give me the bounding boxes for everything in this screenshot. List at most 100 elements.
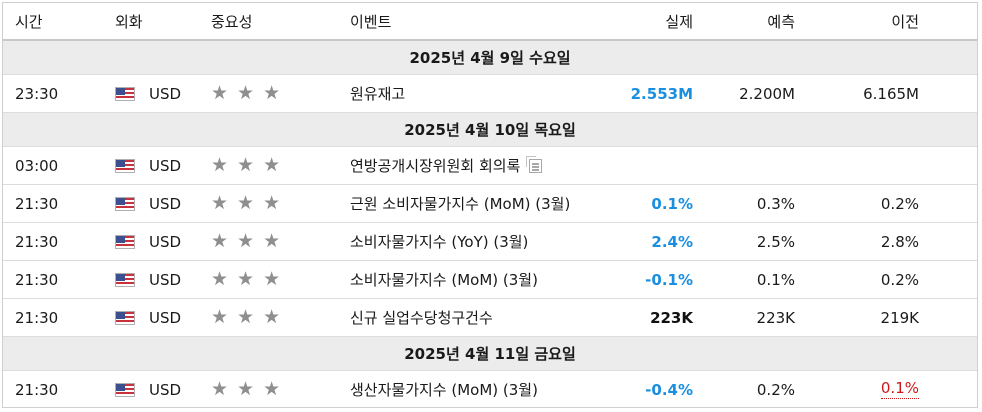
star-icon: ★ xyxy=(237,154,255,176)
event-currency: USD xyxy=(115,261,181,298)
day-label: 2025년 4월 9일 수요일 xyxy=(409,49,571,67)
event-forecast: 0.3% xyxy=(756,194,795,213)
event-name[interactable]: 소비자물가지수 (YoY) (3월) xyxy=(350,223,528,260)
us-flag-icon xyxy=(115,86,135,101)
event-name[interactable]: 연방공개시장위원회 회의록 xyxy=(350,147,543,184)
event-row[interactable]: 21:30 USD ★ ★ ★ 소비자물가지수 (MoM) (3월) -0.1% 0.1% 0.… xyxy=(3,261,977,299)
event-actual: -0.4% xyxy=(645,380,693,399)
day-separator-row: 2025년 4월 9일 수요일 xyxy=(3,41,977,75)
event-time: 21:30 xyxy=(15,308,59,327)
star-icon: ★ xyxy=(211,230,229,252)
event-currency: USD xyxy=(115,371,182,407)
day-label: 2025년 4월 11일 금요일 xyxy=(404,345,576,363)
event-name-text[interactable]: 근원 소비자물가지수 (MoM) (3월) xyxy=(350,195,571,213)
event-name[interactable]: 생산자물가지수 (MoM) (3월) xyxy=(350,371,538,407)
currency-code: USD xyxy=(149,308,182,327)
currency-code: USD xyxy=(149,380,182,399)
event-name-text[interactable]: 소비자물가지수 (MoM) (3월) xyxy=(350,271,538,289)
importance-rating: ★ ★ ★ xyxy=(211,147,289,184)
day-separator-row: 2025년 4월 10일 목요일 xyxy=(3,113,977,147)
event-name[interactable]: 신규 실업수당청구건수 xyxy=(350,299,493,336)
star-icon: ★ xyxy=(211,154,229,176)
event-name-text[interactable]: 소비자물가지수 (YoY) (3월) xyxy=(350,233,529,251)
event-previous: 0.2% xyxy=(881,185,919,222)
star-icon: ★ xyxy=(237,306,255,328)
economic-calendar: 시간 외화 중요성 이벤트 실제 예측 이전 2025년 4월 9일 수요일 23… xyxy=(2,2,978,408)
previous-value: 0.2% xyxy=(880,194,919,213)
event-time: 21:30 xyxy=(15,380,59,399)
importance-rating: ★ ★ ★ xyxy=(211,185,289,222)
previous-value: 219K xyxy=(880,308,919,327)
star-icon: ★ xyxy=(263,230,281,252)
importance-rating: ★ ★ ★ xyxy=(211,299,289,336)
star-icon: ★ xyxy=(211,82,229,104)
header-event[interactable]: 이벤트 xyxy=(350,12,392,31)
event-forecast: 2.5% xyxy=(756,232,795,251)
calendar-header: 시간 외화 중요성 이벤트 실제 예측 이전 xyxy=(3,3,977,41)
event-name-text[interactable]: 생산자물가지수 (MoM) (3월) xyxy=(350,381,538,399)
event-name-text[interactable]: 신규 실업수당청구건수 xyxy=(350,309,493,327)
event-actual: 2.4% xyxy=(651,232,693,251)
event-previous: 2.8% xyxy=(881,223,919,260)
event-currency: USD xyxy=(115,147,181,184)
currency-code: USD xyxy=(149,270,182,289)
event-row[interactable]: 03:00 USD ★ ★ ★ 연방공개시장위원회 회의록 xyxy=(3,147,977,185)
event-time: 03:00 xyxy=(15,156,59,175)
event-row[interactable]: 21:30 USD ★ ★ ★ 신규 실업수당청구건수 223K 223K 219K xyxy=(3,299,977,337)
currency-code: USD xyxy=(149,194,182,213)
event-time: 21:30 xyxy=(15,194,59,213)
importance-rating: ★ ★ ★ xyxy=(211,75,289,112)
header-actual[interactable]: 실제 xyxy=(665,12,693,31)
event-name-text[interactable]: 연방공개시장위원회 회의록 xyxy=(350,157,521,175)
day-label: 2025년 4월 10일 목요일 xyxy=(404,121,576,139)
currency-code: USD xyxy=(149,84,182,103)
header-currency[interactable]: 외화 xyxy=(115,12,143,31)
previous-value: 6.165M xyxy=(863,84,919,103)
event-forecast: 2.200M xyxy=(739,84,795,103)
importance-rating: ★ ★ ★ xyxy=(211,261,289,298)
event-time: 21:30 xyxy=(15,270,59,289)
star-icon: ★ xyxy=(237,268,255,290)
us-flag-icon xyxy=(115,310,135,325)
event-time: 21:30 xyxy=(15,232,59,251)
star-icon: ★ xyxy=(211,306,229,328)
star-icon: ★ xyxy=(263,378,281,400)
header-previous[interactable]: 이전 xyxy=(891,12,919,31)
us-flag-icon xyxy=(115,158,135,173)
star-icon: ★ xyxy=(263,192,281,214)
previous-value: 2.8% xyxy=(880,232,919,251)
event-currency: USD xyxy=(115,185,181,222)
star-icon: ★ xyxy=(237,378,255,400)
us-flag-icon xyxy=(115,382,135,397)
star-icon: ★ xyxy=(211,378,229,400)
event-row[interactable]: 21:30 USD ★ ★ ★ 근원 소비자물가지수 (MoM) (3월) 0.1% 0.3%… xyxy=(3,185,977,223)
event-currency: USD xyxy=(115,299,181,336)
star-icon: ★ xyxy=(211,268,229,290)
event-actual: -0.1% xyxy=(645,270,693,289)
event-actual: 2.553M xyxy=(630,84,693,103)
header-importance[interactable]: 중요성 xyxy=(211,12,253,31)
event-name[interactable]: 근원 소비자물가지수 (MoM) (3월) xyxy=(350,185,570,222)
currency-code: USD xyxy=(149,232,182,251)
document-icon[interactable] xyxy=(526,155,543,173)
event-name[interactable]: 원유재고 xyxy=(350,75,405,112)
day-separator-row: 2025년 4월 11일 금요일 xyxy=(3,337,977,371)
star-icon: ★ xyxy=(263,154,281,176)
event-previous: 0.2% xyxy=(881,261,919,298)
event-actual: 223K xyxy=(650,308,693,327)
event-forecast: 223K xyxy=(756,308,795,327)
event-row[interactable]: 23:30 USD ★ ★ ★ 원유재고 2.553M 2.200M 6.165M xyxy=(3,75,977,113)
currency-code: USD xyxy=(149,156,182,175)
importance-rating: ★ ★ ★ xyxy=(211,371,289,407)
star-icon: ★ xyxy=(263,306,281,328)
event-name-text[interactable]: 원유재고 xyxy=(350,85,406,103)
header-forecast[interactable]: 예측 xyxy=(767,12,795,31)
event-name[interactable]: 소비자물가지수 (MoM) (3월) xyxy=(350,261,538,298)
event-previous: 6.165M xyxy=(863,75,919,112)
event-row[interactable]: 21:30 USD ★ ★ ★ 생산자물가지수 (MoM) (3월) -0.4% 0.2% 0.… xyxy=(3,371,977,407)
event-forecast: 0.2% xyxy=(756,380,795,399)
event-row[interactable]: 21:30 USD ★ ★ ★ 소비자물가지수 (YoY) (3월) 2.4% 2.5% 2.8… xyxy=(3,223,977,261)
header-time[interactable]: 시간 xyxy=(15,12,43,31)
event-actual: 0.1% xyxy=(651,194,693,213)
us-flag-icon xyxy=(115,272,135,287)
